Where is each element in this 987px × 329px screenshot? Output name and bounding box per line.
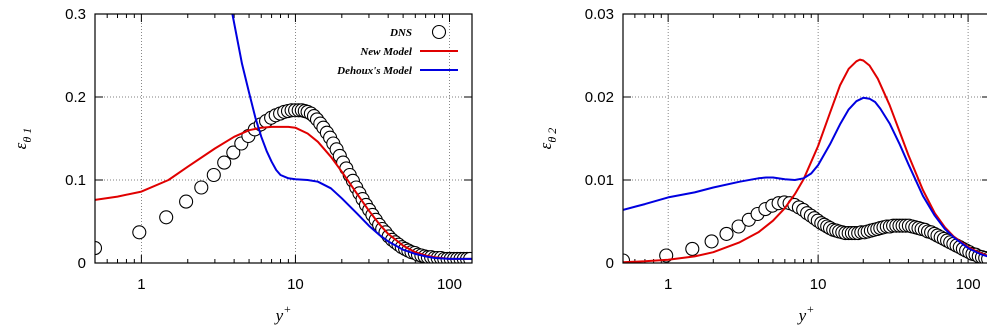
dns-data-point <box>159 210 174 225</box>
x-tick-label: 10 <box>287 276 304 293</box>
y-tick-label: 0.1 <box>65 172 86 189</box>
y-tick-label: 0 <box>78 255 86 272</box>
x-axis-title-main: y <box>797 306 807 325</box>
y-axis-title: εθ 1 <box>11 128 34 150</box>
y-tick-label: 0 <box>606 255 614 272</box>
x-axis-title-main: y <box>274 306 284 325</box>
y-tick-label: 0.02 <box>585 89 614 106</box>
dns-data-point <box>731 219 746 234</box>
y-axis-title-sub: θ 2 <box>545 128 559 143</box>
chart-epsilon-theta-2: 1 10 100 0 0.01 0.02 0.03 y+ εθ 2 <box>536 6 987 325</box>
dns-data-point <box>206 167 221 183</box>
plot-area <box>623 58 987 263</box>
x-tick-label: 1 <box>664 276 672 293</box>
series-line-dehoux-s-model <box>231 14 472 260</box>
x-tick-label: 100 <box>956 276 981 293</box>
dns-data-point <box>704 234 719 249</box>
dns-data-point <box>95 241 103 256</box>
dns-data-point <box>179 194 194 209</box>
x-tick-label: 1 <box>137 276 145 293</box>
dns-data-point <box>623 253 631 263</box>
plot-frame <box>622 13 987 264</box>
legend: DNS New Model Dehoux's Model <box>336 24 458 77</box>
legend-label: New Model <box>359 46 413 58</box>
dns-data-point <box>132 225 147 240</box>
plot-frame <box>94 13 473 264</box>
x-axis-title-sup: + <box>283 302 291 316</box>
dns-data-point <box>217 155 232 170</box>
y-axis-title-sub: θ 1 <box>20 128 34 143</box>
x-axis-title-sup: + <box>806 302 814 316</box>
y-tick-label: 0.03 <box>585 6 614 23</box>
legend-label: DNS <box>389 27 412 39</box>
dns-data-point <box>194 180 209 195</box>
y-tick-label: 0.2 <box>65 89 86 106</box>
x-tick-label: 100 <box>437 276 462 293</box>
y-axis-title-main: ε <box>11 142 30 149</box>
y-axis-title: εθ 2 <box>536 128 559 150</box>
x-axis-title: y+ <box>797 302 815 325</box>
y-tick-label: 0.01 <box>585 172 614 189</box>
series-line-new-model <box>623 58 987 263</box>
plot-area <box>95 14 472 263</box>
y-axis-title-main: ε <box>536 142 555 149</box>
legend-label: Dehoux's Model <box>336 65 413 77</box>
y-tick-label: 0.3 <box>65 6 86 23</box>
chart-epsilon-theta-1: 1 10 100 0 0.1 0.2 0.3 y+ εθ 1 DNS New Model Dehoux… <box>11 6 473 325</box>
x-axis-title: y+ <box>274 302 292 325</box>
dns-data-point <box>226 145 241 160</box>
series-line-new-model <box>95 125 472 260</box>
dns-data-point <box>685 241 700 256</box>
dns-data-point <box>719 226 734 241</box>
legend-swatch-marker <box>431 24 447 40</box>
series-line-dehoux-s-model <box>623 96 987 258</box>
x-tick-label: 10 <box>810 276 827 293</box>
